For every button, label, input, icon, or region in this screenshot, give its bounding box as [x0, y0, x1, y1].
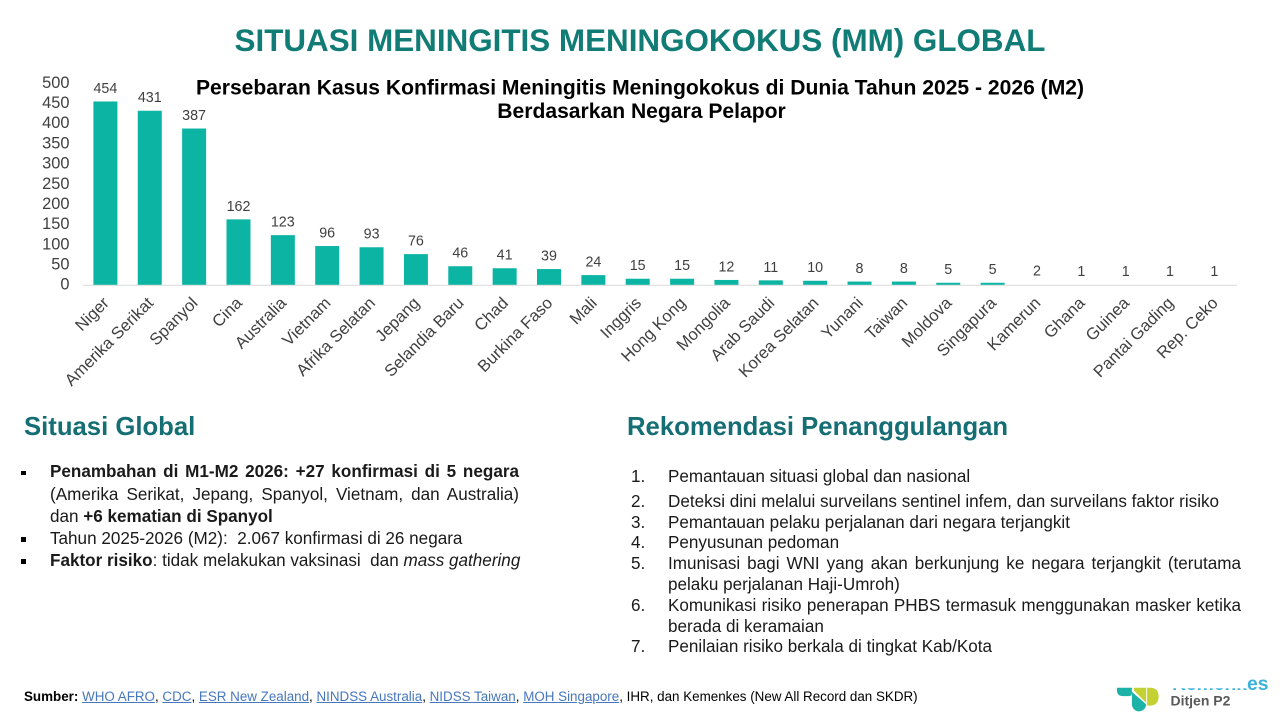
svg-text:11: 11 [763, 260, 778, 276]
svg-text:250: 250 [42, 175, 69, 193]
svg-text:150: 150 [42, 215, 69, 233]
svg-text:454: 454 [93, 81, 117, 97]
svg-text:8: 8 [856, 261, 864, 277]
svg-text:Afrika Selatan: Afrika Selatan [292, 293, 378, 379]
svg-text:Persebaran Kasus Konfirmasi Me: Persebaran Kasus Konfirmasi Meningitis M… [196, 77, 1084, 100]
svg-text:Selandia Baru: Selandia Baru [380, 293, 467, 380]
svg-text:350: 350 [42, 134, 69, 152]
svg-text:12: 12 [718, 259, 734, 275]
svg-text:1: 1 [1077, 264, 1085, 280]
svg-text:Spanyol: Spanyol [146, 293, 202, 349]
svg-text:Mali: Mali [566, 293, 601, 328]
svg-text:10: 10 [807, 260, 823, 276]
svg-text:96: 96 [319, 225, 335, 241]
svg-text:300: 300 [42, 155, 69, 173]
svg-text:39: 39 [541, 249, 557, 265]
svg-text:200: 200 [42, 195, 69, 213]
svg-text:50: 50 [51, 256, 69, 274]
svg-text:Ditjen P2: Ditjen P2 [1171, 692, 1231, 708]
svg-text:100: 100 [42, 235, 69, 253]
svg-text:450: 450 [42, 94, 69, 112]
svg-text:400: 400 [42, 114, 69, 132]
svg-text:Cina: Cina [208, 293, 246, 331]
svg-text:Niger: Niger [71, 293, 113, 335]
svg-text:1: 1 [1122, 264, 1130, 280]
svg-text:Yunani: Yunani [817, 293, 866, 342]
svg-text:Berdasarkan Negara Pelapor: Berdasarkan Negara Pelapor [497, 100, 785, 123]
svg-text:5: 5 [944, 262, 952, 278]
svg-text:1: 1 [1210, 264, 1218, 280]
svg-text:93: 93 [364, 227, 380, 243]
svg-text:500: 500 [42, 74, 69, 92]
svg-text:Korea Selatan: Korea Selatan [735, 293, 823, 381]
svg-text:15: 15 [674, 258, 690, 274]
svg-text:123: 123 [271, 215, 295, 231]
svg-text:46: 46 [452, 246, 468, 262]
svg-text:41: 41 [497, 248, 513, 264]
svg-text:387: 387 [182, 108, 206, 124]
svg-text:Ghana: Ghana [1040, 293, 1089, 342]
svg-text:Kemenkes: Kemenkes [1172, 674, 1268, 695]
svg-text:24: 24 [585, 255, 601, 271]
svg-text:15: 15 [630, 258, 646, 274]
svg-text:431: 431 [138, 90, 162, 106]
svg-text:162: 162 [227, 199, 251, 215]
svg-text:5: 5 [989, 262, 997, 278]
svg-text:1: 1 [1166, 264, 1174, 280]
svg-text:0: 0 [60, 276, 69, 294]
svg-text:76: 76 [408, 234, 424, 250]
svg-text:2: 2 [1033, 263, 1041, 279]
svg-text:Chad: Chad [470, 293, 511, 334]
svg-text:8: 8 [900, 261, 908, 277]
